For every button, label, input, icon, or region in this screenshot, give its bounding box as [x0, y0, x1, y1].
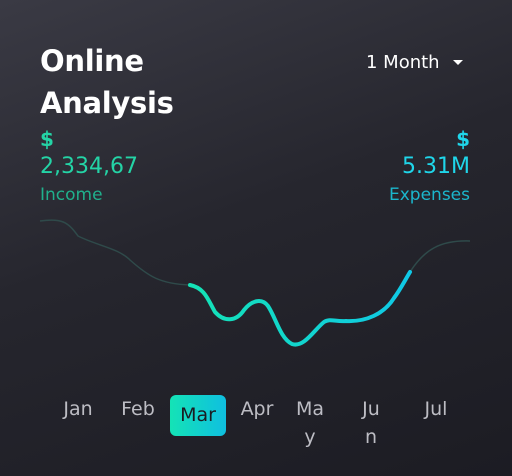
period-select-value: 1 Month: [366, 52, 440, 73]
expenses-summary: $ 5.31M Expenses: [389, 127, 470, 207]
income-label: Income: [40, 185, 103, 205]
month-jun[interactable]: Jun: [362, 398, 380, 448]
trend-chart: [39, 219, 471, 347]
income-currency: $: [40, 127, 54, 151]
expenses-value: 5.31M: [402, 154, 470, 179]
expenses-currency: $: [456, 127, 470, 151]
period-select[interactable]: 1 Month: [366, 50, 476, 102]
month-feb[interactable]: Feb: [121, 398, 155, 420]
caret-down-icon[interactable]: [453, 60, 463, 65]
month-jul[interactable]: Jul: [424, 398, 448, 420]
month-jan[interactable]: Jan: [63, 398, 93, 420]
trend-line-highlight: [188, 270, 412, 347]
month-apr[interactable]: Apr: [240, 398, 274, 420]
page-title: Online Analysis: [40, 44, 174, 120]
expenses-label: Expenses: [389, 185, 470, 205]
income-summary: $ 2,334,67 Income: [40, 127, 138, 207]
month-selector: Jan Feb Mar Apr May Jun Jul: [0, 395, 512, 465]
income-value: 2,334,67: [40, 154, 138, 179]
month-mar[interactable]: Mar: [170, 395, 226, 436]
month-may[interactable]: May: [295, 398, 325, 448]
